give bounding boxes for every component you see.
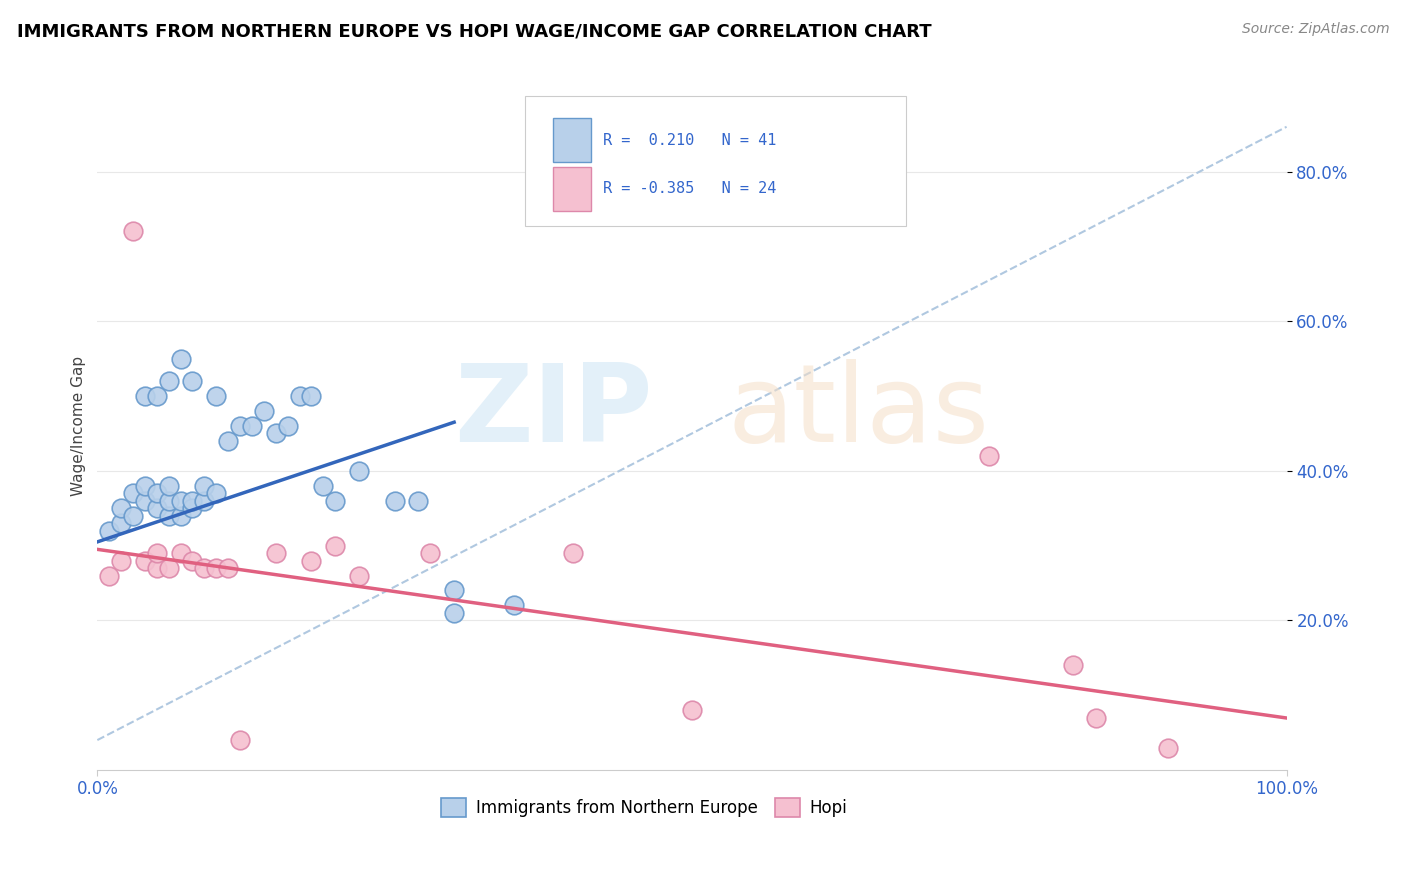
Point bbox=[217, 561, 239, 575]
Point bbox=[181, 501, 204, 516]
Point bbox=[122, 486, 145, 500]
Point bbox=[240, 419, 263, 434]
Point bbox=[122, 225, 145, 239]
Point bbox=[169, 493, 191, 508]
Point bbox=[98, 568, 121, 582]
FancyBboxPatch shape bbox=[553, 119, 591, 162]
Text: R = -0.385   N = 24: R = -0.385 N = 24 bbox=[603, 181, 776, 196]
Point bbox=[146, 561, 169, 575]
Point bbox=[502, 599, 524, 613]
Point bbox=[181, 374, 204, 388]
Point bbox=[1156, 740, 1178, 755]
Point bbox=[110, 501, 132, 516]
Point bbox=[110, 553, 132, 567]
Y-axis label: Wage/Income Gap: Wage/Income Gap bbox=[72, 356, 86, 496]
Point bbox=[157, 493, 180, 508]
Point bbox=[562, 546, 585, 560]
Point bbox=[312, 479, 335, 493]
Point bbox=[323, 539, 346, 553]
Point bbox=[157, 374, 180, 388]
Point bbox=[384, 493, 406, 508]
Point bbox=[146, 486, 169, 500]
Legend: Immigrants from Northern Europe, Hopi: Immigrants from Northern Europe, Hopi bbox=[434, 791, 855, 823]
Text: IMMIGRANTS FROM NORTHERN EUROPE VS HOPI WAGE/INCOME GAP CORRELATION CHART: IMMIGRANTS FROM NORTHERN EUROPE VS HOPI … bbox=[17, 22, 932, 40]
Point bbox=[277, 419, 299, 434]
Point bbox=[134, 493, 156, 508]
Point bbox=[98, 524, 121, 538]
Point bbox=[205, 561, 228, 575]
Point bbox=[193, 493, 215, 508]
Point bbox=[1062, 658, 1084, 673]
Point bbox=[146, 546, 169, 560]
Point bbox=[681, 703, 703, 717]
Point bbox=[347, 568, 370, 582]
Point bbox=[229, 733, 252, 747]
Point bbox=[253, 404, 276, 418]
Point bbox=[157, 508, 180, 523]
Point bbox=[979, 449, 1001, 463]
Point bbox=[110, 516, 132, 531]
Point bbox=[264, 546, 287, 560]
Point bbox=[134, 479, 156, 493]
Point bbox=[193, 479, 215, 493]
Point bbox=[347, 464, 370, 478]
Point bbox=[443, 606, 465, 620]
Point bbox=[323, 493, 346, 508]
Point bbox=[299, 553, 322, 567]
Point bbox=[217, 434, 239, 448]
Point bbox=[157, 561, 180, 575]
Point bbox=[288, 389, 311, 403]
FancyBboxPatch shape bbox=[553, 167, 591, 211]
Text: R =  0.210   N = 41: R = 0.210 N = 41 bbox=[603, 133, 776, 148]
Text: atlas: atlas bbox=[728, 359, 990, 466]
Point bbox=[299, 389, 322, 403]
Point bbox=[419, 546, 441, 560]
Point bbox=[181, 553, 204, 567]
Point bbox=[146, 389, 169, 403]
Point bbox=[1085, 711, 1108, 725]
Point bbox=[169, 351, 191, 366]
Point bbox=[229, 419, 252, 434]
Point bbox=[157, 479, 180, 493]
Point bbox=[193, 561, 215, 575]
Point bbox=[134, 553, 156, 567]
FancyBboxPatch shape bbox=[526, 95, 905, 227]
Point bbox=[134, 389, 156, 403]
Point bbox=[205, 486, 228, 500]
Point bbox=[205, 389, 228, 403]
Point bbox=[169, 546, 191, 560]
Text: ZIP: ZIP bbox=[454, 359, 652, 466]
Point bbox=[181, 493, 204, 508]
Text: Source: ZipAtlas.com: Source: ZipAtlas.com bbox=[1241, 22, 1389, 37]
Point bbox=[408, 493, 430, 508]
Point bbox=[146, 501, 169, 516]
Point bbox=[169, 508, 191, 523]
Point bbox=[264, 426, 287, 441]
Point bbox=[443, 583, 465, 598]
Point bbox=[122, 508, 145, 523]
